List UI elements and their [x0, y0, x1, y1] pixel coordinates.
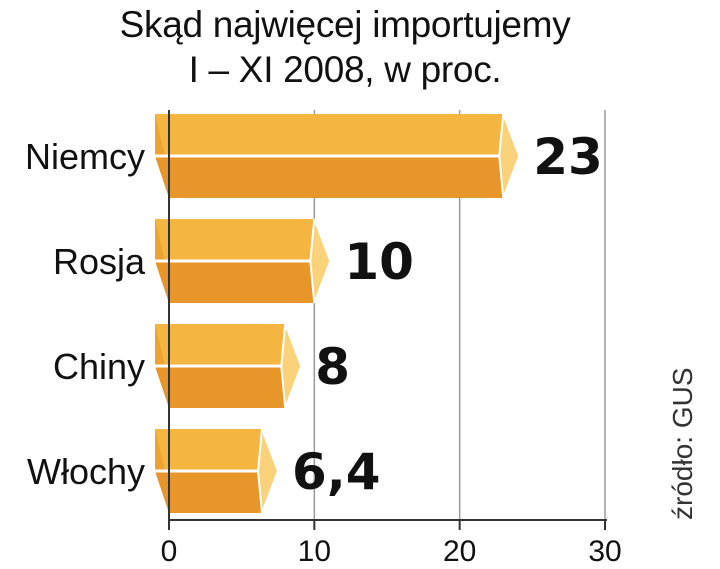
- bar-end-cap: [309, 218, 332, 304]
- bars-layer: [155, 113, 521, 514]
- bar: [155, 113, 521, 199]
- source-label: źródło: GUS: [667, 367, 698, 521]
- bar: [155, 323, 303, 409]
- category-label: Chiny: [53, 346, 145, 387]
- bar-top-face: [155, 219, 315, 261]
- bar: [155, 428, 280, 514]
- chart-subtitle: I – XI 2008, w proc.: [188, 49, 502, 90]
- category-label: Rosja: [53, 241, 146, 282]
- bar-bottom-face: [155, 261, 315, 303]
- value-label: 23: [533, 128, 603, 186]
- chart-title-line1: Skąd najwięcej importujemy: [119, 4, 571, 45]
- category-label: Niemcy: [25, 136, 145, 177]
- bar-top-face: [155, 429, 263, 471]
- bar: [155, 218, 332, 304]
- value-label: 10: [344, 233, 414, 291]
- x-tick-label: 10: [298, 535, 331, 568]
- labels-layer: Niemcy 23 Rosja 10 Chiny 8 Włochy 6,4: [25, 128, 603, 501]
- value-label: 6,4: [292, 443, 381, 501]
- chart-title: Skąd najwięcej importujemy I – XI 2008, …: [0, 2, 690, 92]
- bar-end-cap: [257, 428, 280, 514]
- bar-end-cap: [498, 113, 521, 199]
- bar-top-face: [155, 324, 286, 366]
- bar-top-face: [155, 114, 504, 156]
- axis-layer: 0 10 20 30: [161, 110, 622, 568]
- category-label: Włochy: [27, 451, 145, 492]
- bar-bottom-face: [155, 471, 263, 513]
- bar-end-cap: [280, 323, 303, 409]
- value-label: 8: [315, 338, 350, 396]
- x-tick-label: 30: [588, 535, 621, 568]
- bar-bottom-face: [155, 366, 286, 408]
- x-tick-label: 0: [161, 535, 178, 568]
- x-tick-label: 20: [443, 535, 476, 568]
- bar-bottom-face: [155, 156, 504, 198]
